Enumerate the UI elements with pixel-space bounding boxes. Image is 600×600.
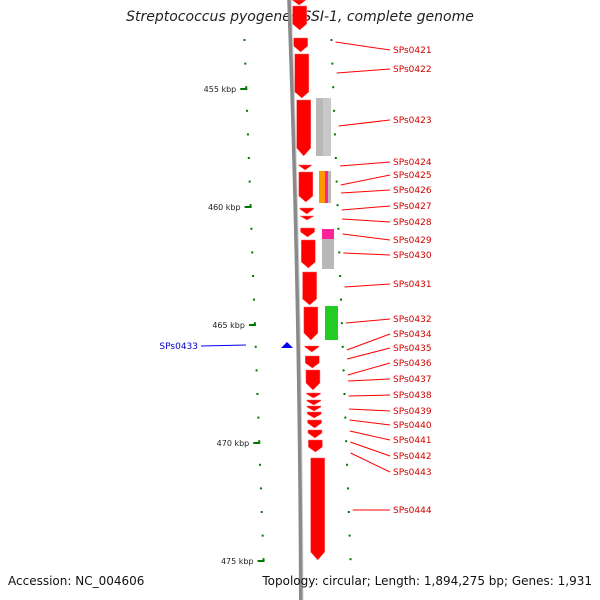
forward-gene-arrow <box>305 369 321 391</box>
tick-label-475: 475 kbp <box>221 557 254 566</box>
forward-gene-arrow <box>308 439 323 453</box>
gene-label-sps0435: SPs0435 <box>393 344 432 354</box>
forward-gene-arrow <box>306 405 322 412</box>
gene-label-leader <box>345 318 391 324</box>
gene-label-sps0442: SPs0442 <box>393 452 432 462</box>
forward-gene-arrow <box>307 419 322 429</box>
forward-gene-arrow <box>303 306 319 341</box>
gene-label-leader <box>342 233 391 241</box>
gene-labels: SPs0421 SPs0422 SPs0423 SPs0424 SPs0425 SPs04… <box>159 41 432 516</box>
topology-text: Topology: circular; Length: 1,894,275 bp… <box>262 574 592 588</box>
forward-gene-arrow <box>310 457 325 561</box>
gene-label-sps0427: SPs0427 <box>393 202 432 212</box>
forward-gene-arrow <box>298 171 314 203</box>
gene-label-sps0434: SPs0434 <box>393 330 432 340</box>
gene-label-leader <box>340 161 391 167</box>
cog-block-gray <box>328 171 331 203</box>
gene-label-sps0425: SPs0425 <box>393 171 432 181</box>
gene-label-sps0443: SPs0443 <box>393 468 432 478</box>
gene-arrows <box>281 0 325 561</box>
cog-block-gray <box>323 98 331 156</box>
minor-ticks <box>243 39 352 561</box>
forward-gene-arrow <box>297 164 313 171</box>
forward-gene-arrow <box>299 215 315 221</box>
gene-label-leader <box>347 378 391 382</box>
forward-gene-arrow <box>302 271 317 306</box>
cog-block-magenta <box>322 229 334 239</box>
forward-gene-arrow <box>294 53 310 99</box>
forward-gene-arrow <box>305 355 320 369</box>
genome-backbone-highlight <box>290 0 304 600</box>
accession-text: Accession: NC_004606 <box>8 574 145 588</box>
gene-label-leader-reverse <box>200 344 247 347</box>
tick-label-465: 465 kbp <box>212 321 245 330</box>
gene-label-sps0431: SPs0431 <box>393 280 432 290</box>
gene-label-leader <box>340 174 391 186</box>
gene-label-leader <box>341 189 391 194</box>
gene-label-leader <box>338 119 391 127</box>
gene-label-leader <box>344 283 391 288</box>
forward-gene-arrow <box>307 429 323 439</box>
forward-gene-arrow <box>306 399 322 406</box>
gene-label-sps0430: SPs0430 <box>393 251 432 261</box>
gene-label-sps0437: SPs0437 <box>393 375 432 385</box>
cog-block-orange <box>319 171 325 203</box>
gene-label-leader <box>350 452 391 473</box>
gene-label-leader <box>346 333 391 351</box>
forward-gene-arrow <box>299 207 314 215</box>
forward-gene-arrow <box>306 392 321 399</box>
genome-backbone <box>287 0 303 600</box>
gene-label-sps0429: SPs0429 <box>393 236 432 246</box>
forward-gene-arrow <box>300 227 315 238</box>
gene-label-leader <box>335 41 391 51</box>
gene-label-leader <box>348 408 391 412</box>
forward-gene-arrow <box>291 0 307 6</box>
gene-label-sps0421: SPs0421 <box>393 46 432 56</box>
forward-gene-arrow <box>296 99 311 157</box>
gene-label-sps0423: SPs0423 <box>393 116 432 126</box>
gene-label-leader <box>348 394 391 397</box>
gene-label-sps0424: SPs0424 <box>393 158 432 168</box>
cog-block-green <box>325 306 338 340</box>
forward-gene-arrow <box>301 239 316 269</box>
kbp-ticks: 455 kbp 460 kbp 465 kbp 470 kbp 475 kbp <box>204 85 265 566</box>
tick-label-470: 470 kbp <box>217 439 250 448</box>
forward-gene-arrow <box>304 345 320 353</box>
reverse-gene-arrow <box>281 342 293 348</box>
gene-label-sps0440: SPs0440 <box>393 421 432 431</box>
forward-gene-arrow <box>293 37 308 53</box>
gene-label-leader <box>341 205 391 211</box>
gene-label-leader <box>350 441 391 457</box>
forward-gene-arrow <box>292 5 307 31</box>
forward-gene-arrow <box>306 411 322 419</box>
gene-label-sps0439: SPs0439 <box>393 407 432 417</box>
tick-label-455: 455 kbp <box>204 85 237 94</box>
cog-blocks <box>316 98 338 340</box>
gene-label-sps0422: SPs0422 <box>393 65 432 75</box>
gene-label-sps0438: SPs0438 <box>393 391 432 401</box>
gene-label-sps0426: SPs0426 <box>393 186 432 196</box>
cog-block-magenta <box>325 171 328 203</box>
cog-block-gray <box>322 239 334 269</box>
gene-label-sps0433: SPs0433 <box>159 342 198 352</box>
gene-label-sps0444: SPs0444 <box>393 506 432 516</box>
gene-label-sps0436: SPs0436 <box>393 359 432 369</box>
cog-block-gray <box>316 98 323 156</box>
tick-label-460: 460 kbp <box>208 203 241 212</box>
gene-label-sps0432: SPs0432 <box>393 315 432 325</box>
gene-label-leader <box>342 218 391 223</box>
gene-label-leader <box>349 430 391 441</box>
gene-label-sps0428: SPs0428 <box>393 218 432 228</box>
gene-label-leader <box>336 68 391 74</box>
gene-label-leader <box>343 252 391 256</box>
gene-label-sps0441: SPs0441 <box>393 436 432 446</box>
gene-label-leader <box>349 419 391 426</box>
gene-label-leader <box>347 347 391 360</box>
gene-label-leader <box>347 362 391 376</box>
